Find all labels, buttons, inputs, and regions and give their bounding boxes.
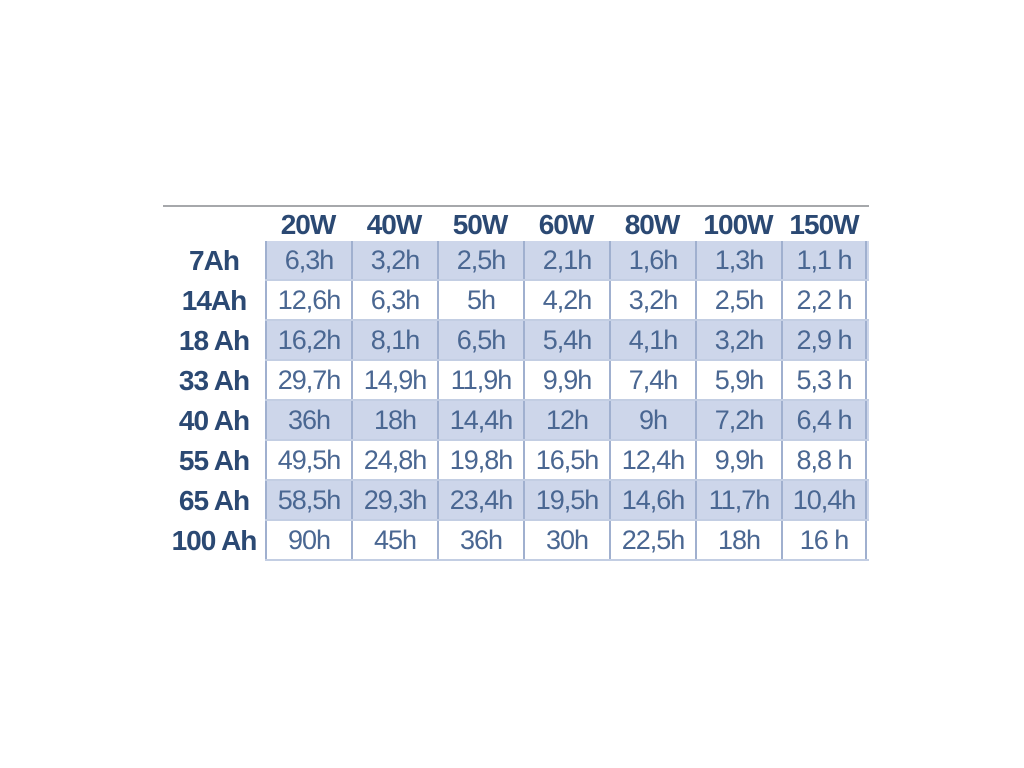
runtime-cell: 3,2h — [351, 241, 437, 279]
row-label: 7Ah — [163, 241, 265, 281]
column-header-100w: 100W — [703, 209, 773, 240]
row-cells: 6,3h 3,2h 2,5h 2,1h 1,6h 1,3h 1,1 h — [265, 241, 869, 281]
runtime-cell: 6,5h — [437, 321, 523, 359]
runtime-cell: 14,6h — [609, 481, 695, 519]
row-label: 100 Ah — [163, 521, 265, 561]
row-cells: 16,2h 8,1h 6,5h 5,4h 4,1h 3,2h 2,9 h — [265, 321, 869, 361]
runtime-cell: 10,4h — [781, 481, 867, 519]
runtime-cell: 11,9h — [437, 361, 523, 399]
row-label: 55 Ah — [163, 441, 265, 481]
table-row-40ah: 40 Ah 36h 18h 14,4h 12h 9h 7,2h 6,4 h — [163, 401, 869, 441]
runtime-cell: 7,4h — [609, 361, 695, 399]
runtime-cell: 1,1 h — [781, 241, 867, 279]
runtime-cell: 5,3 h — [781, 361, 867, 399]
runtime-cell: 9,9h — [523, 361, 609, 399]
runtime-cell: 18h — [351, 401, 437, 439]
runtime-cell: 22,5h — [609, 521, 695, 559]
table-header-row: 20W 40W 50W 60W 80W 100W 150W — [163, 205, 869, 241]
column-header-20w: 20W — [280, 209, 337, 240]
runtime-cell: 3,2h — [609, 281, 695, 319]
runtime-cell: 9h — [609, 401, 695, 439]
runtime-cell: 2,1h — [523, 241, 609, 279]
runtime-cell: 14,9h — [351, 361, 437, 399]
column-header-50w: 50W — [452, 209, 509, 240]
row-label: 18 Ah — [163, 321, 265, 361]
runtime-cell: 58,5h — [265, 481, 351, 519]
runtime-cell: 36h — [265, 401, 351, 439]
row-cells: 90h 45h 36h 30h 22,5h 18h 16 h — [265, 521, 869, 561]
runtime-cell: 5,4h — [523, 321, 609, 359]
table-row-100ah: 100 Ah 90h 45h 36h 30h 22,5h 18h 16 h — [163, 521, 869, 561]
runtime-cell: 14,4h — [437, 401, 523, 439]
runtime-cell: 2,9 h — [781, 321, 867, 359]
runtime-cell: 8,1h — [351, 321, 437, 359]
runtime-cell: 90h — [265, 521, 351, 559]
runtime-cell: 12h — [523, 401, 609, 439]
column-header-150w: 150W — [789, 209, 859, 240]
runtime-cell: 23,4h — [437, 481, 523, 519]
runtime-cell: 12,4h — [609, 441, 695, 479]
runtime-cell: 29,7h — [265, 361, 351, 399]
runtime-cell: 24,8h — [351, 441, 437, 479]
table-row-7ah: 7Ah 6,3h 3,2h 2,5h 2,1h 1,6h 1,3h 1,1 h — [163, 241, 869, 281]
runtime-cell: 8,8 h — [781, 441, 867, 479]
row-cells: 12,6h 6,3h 5h 4,2h 3,2h 2,5h 2,2 h — [265, 281, 869, 321]
runtime-cell: 1,3h — [695, 241, 781, 279]
runtime-cell: 9,9h — [695, 441, 781, 479]
runtime-cell: 45h — [351, 521, 437, 559]
runtime-cell: 16,2h — [265, 321, 351, 359]
column-header-60w: 60W — [538, 209, 595, 240]
runtime-cell: 16,5h — [523, 441, 609, 479]
runtime-cell: 16 h — [781, 521, 867, 559]
row-cells: 29,7h 14,9h 11,9h 9,9h 7,4h 5,9h 5,3 h — [265, 361, 869, 401]
runtime-cell: 29,3h — [351, 481, 437, 519]
runtime-cell: 6,3h — [351, 281, 437, 319]
runtime-cell: 2,5h — [437, 241, 523, 279]
battery-runtime-table: 20W 40W 50W 60W 80W 100W 150W 7Ah 6,3h 3… — [163, 205, 869, 561]
runtime-cell: 4,1h — [609, 321, 695, 359]
runtime-cell: 49,5h — [265, 441, 351, 479]
runtime-cell: 18h — [695, 521, 781, 559]
runtime-cell: 5h — [437, 281, 523, 319]
column-header-40w: 40W — [366, 209, 423, 240]
row-label: 14Ah — [163, 281, 265, 321]
runtime-cell: 19,8h — [437, 441, 523, 479]
runtime-cell: 19,5h — [523, 481, 609, 519]
runtime-cell: 3,2h — [695, 321, 781, 359]
table-row-55ah: 55 Ah 49,5h 24,8h 19,8h 16,5h 12,4h 9,9h… — [163, 441, 869, 481]
runtime-cell: 36h — [437, 521, 523, 559]
row-label: 40 Ah — [163, 401, 265, 441]
runtime-cell: 6,3h — [265, 241, 351, 279]
row-label: 65 Ah — [163, 481, 265, 521]
runtime-cell: 7,2h — [695, 401, 781, 439]
table-row-18ah: 18 Ah 16,2h 8,1h 6,5h 5,4h 4,1h 3,2h 2,9… — [163, 321, 869, 361]
table-row-65ah: 65 Ah 58,5h 29,3h 23,4h 19,5h 14,6h 11,7… — [163, 481, 869, 521]
runtime-cell: 4,2h — [523, 281, 609, 319]
row-cells: 49,5h 24,8h 19,8h 16,5h 12,4h 9,9h 8,8 h — [265, 441, 869, 481]
table-row-14ah: 14Ah 12,6h 6,3h 5h 4,2h 3,2h 2,5h 2,2 h — [163, 281, 869, 321]
row-cells: 58,5h 29,3h 23,4h 19,5h 14,6h 11,7h 10,4… — [265, 481, 869, 521]
runtime-cell: 30h — [523, 521, 609, 559]
runtime-cell: 11,7h — [695, 481, 781, 519]
runtime-cell: 1,6h — [609, 241, 695, 279]
table-row-33ah: 33 Ah 29,7h 14,9h 11,9h 9,9h 7,4h 5,9h 5… — [163, 361, 869, 401]
row-cells: 36h 18h 14,4h 12h 9h 7,2h 6,4 h — [265, 401, 869, 441]
runtime-cell: 12,6h — [265, 281, 351, 319]
runtime-cell: 6,4 h — [781, 401, 867, 439]
row-label: 33 Ah — [163, 361, 265, 401]
runtime-cell: 2,5h — [695, 281, 781, 319]
runtime-cell: 2,2 h — [781, 281, 867, 319]
column-header-80w: 80W — [624, 209, 681, 240]
runtime-cell: 5,9h — [695, 361, 781, 399]
